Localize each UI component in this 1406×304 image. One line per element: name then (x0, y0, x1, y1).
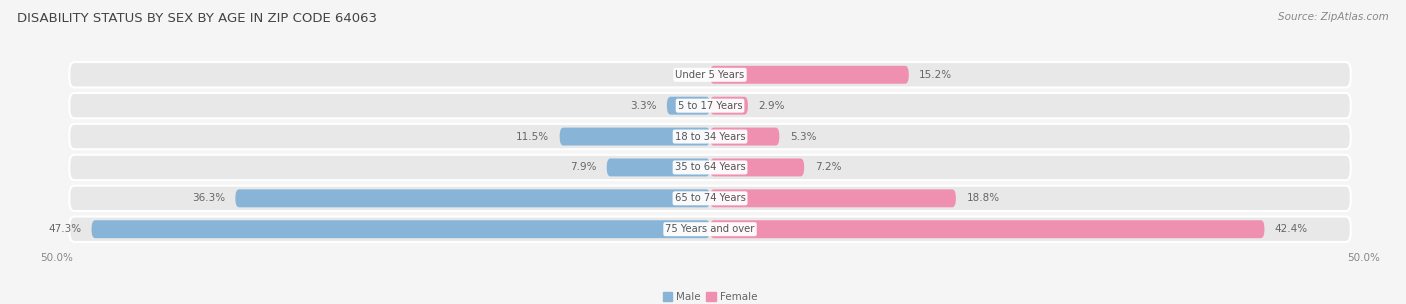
Text: DISABILITY STATUS BY SEX BY AGE IN ZIP CODE 64063: DISABILITY STATUS BY SEX BY AGE IN ZIP C… (17, 12, 377, 25)
FancyBboxPatch shape (666, 97, 710, 115)
Text: 2.9%: 2.9% (758, 101, 785, 111)
Text: 11.5%: 11.5% (516, 132, 550, 142)
FancyBboxPatch shape (710, 220, 1264, 238)
FancyBboxPatch shape (710, 158, 804, 176)
Text: 42.4%: 42.4% (1275, 224, 1308, 234)
FancyBboxPatch shape (560, 128, 710, 146)
Text: 5.3%: 5.3% (790, 132, 817, 142)
FancyBboxPatch shape (235, 189, 710, 207)
Text: 15.2%: 15.2% (920, 70, 952, 80)
FancyBboxPatch shape (69, 124, 1351, 149)
FancyBboxPatch shape (710, 189, 956, 207)
Text: 7.2%: 7.2% (814, 162, 841, 172)
FancyBboxPatch shape (607, 158, 710, 176)
Text: 7.9%: 7.9% (569, 162, 596, 172)
FancyBboxPatch shape (91, 220, 710, 238)
Text: Under 5 Years: Under 5 Years (675, 70, 745, 80)
FancyBboxPatch shape (69, 62, 1351, 88)
Text: 35 to 64 Years: 35 to 64 Years (675, 162, 745, 172)
FancyBboxPatch shape (69, 93, 1351, 118)
FancyBboxPatch shape (710, 97, 748, 115)
Text: 47.3%: 47.3% (48, 224, 82, 234)
Legend: Male, Female: Male, Female (658, 288, 762, 304)
Text: 36.3%: 36.3% (191, 193, 225, 203)
Text: 0.0%: 0.0% (673, 70, 700, 80)
FancyBboxPatch shape (710, 66, 908, 84)
Text: 75 Years and over: 75 Years and over (665, 224, 755, 234)
Text: 18 to 34 Years: 18 to 34 Years (675, 132, 745, 142)
Text: 65 to 74 Years: 65 to 74 Years (675, 193, 745, 203)
FancyBboxPatch shape (69, 216, 1351, 242)
Text: 3.3%: 3.3% (630, 101, 657, 111)
Text: 18.8%: 18.8% (966, 193, 1000, 203)
Text: Source: ZipAtlas.com: Source: ZipAtlas.com (1278, 12, 1389, 22)
FancyBboxPatch shape (710, 128, 779, 146)
FancyBboxPatch shape (69, 155, 1351, 180)
Text: 5 to 17 Years: 5 to 17 Years (678, 101, 742, 111)
FancyBboxPatch shape (69, 186, 1351, 211)
